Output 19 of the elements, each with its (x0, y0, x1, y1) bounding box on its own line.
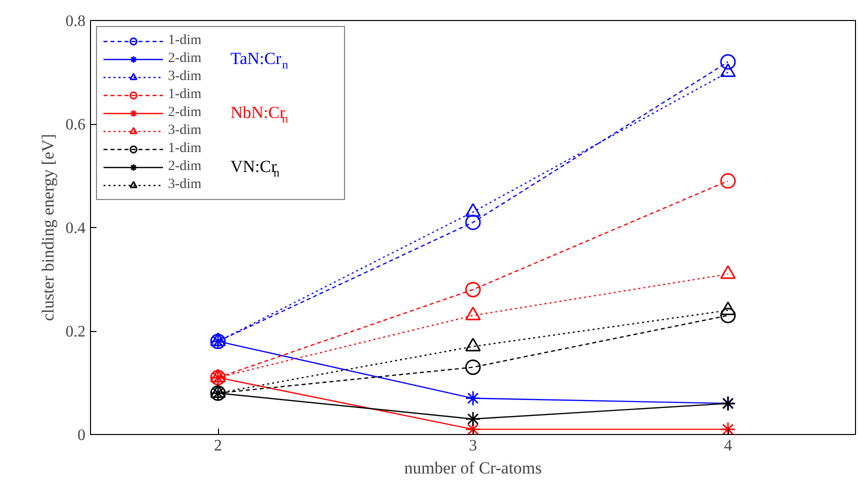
legend-label: 1-dim (168, 141, 202, 157)
x-tick-label: 3 (469, 438, 477, 454)
y-tick-label: 0 (78, 427, 86, 444)
legend-label: 3-dim (168, 177, 202, 192)
x-tick-label: 4 (724, 438, 732, 454)
y-axis-title: cluster binding energy [eV] (38, 134, 58, 322)
y-tick-label: 0.2 (66, 324, 86, 340)
legend-label: 2-dim (168, 51, 202, 66)
x-tick-label: 2 (214, 438, 222, 454)
y-tick-label: 0.4 (66, 220, 86, 237)
legend-label: 1-dim (168, 87, 202, 103)
y-tick-label: 0.6 (66, 116, 86, 134)
legend-label: 2-dim (168, 105, 202, 120)
legend-label: 2-dim (168, 159, 202, 174)
legend-label: 3-dim (168, 123, 202, 138)
x-axis-title: number of Cr-atoms (404, 458, 542, 478)
y-tick-label: 0.8 (66, 13, 86, 30)
legend-label: 3-dim (168, 69, 202, 84)
legend-label: 1-dim (168, 33, 202, 49)
